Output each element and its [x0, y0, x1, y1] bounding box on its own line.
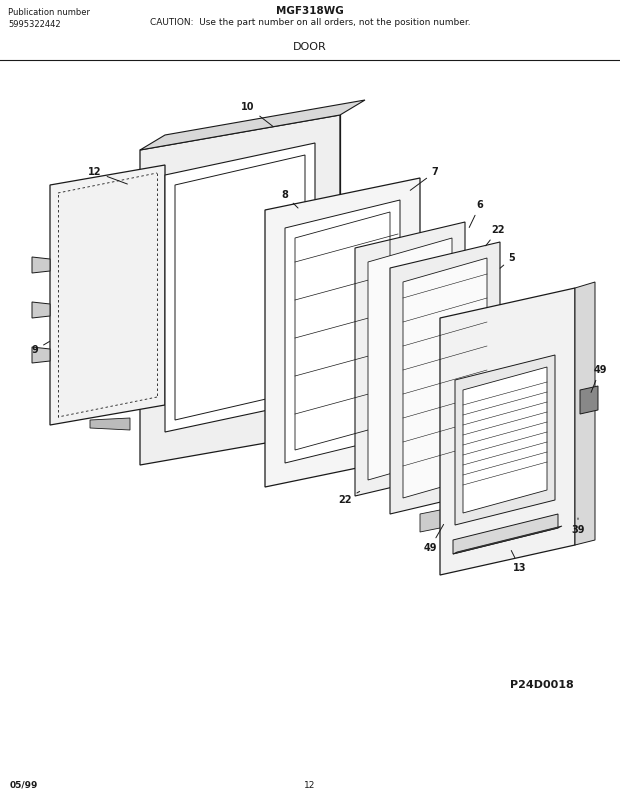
Text: MGF318WG: MGF318WG: [276, 6, 344, 16]
Polygon shape: [453, 514, 558, 554]
Polygon shape: [140, 100, 365, 150]
Text: 05/99: 05/99: [10, 781, 38, 790]
Polygon shape: [455, 355, 555, 525]
Polygon shape: [575, 282, 595, 545]
Text: 5: 5: [500, 253, 515, 268]
Text: DOOR: DOOR: [293, 42, 327, 52]
Text: 22: 22: [339, 492, 360, 505]
Polygon shape: [32, 302, 50, 318]
Polygon shape: [32, 257, 50, 273]
Polygon shape: [403, 258, 487, 498]
Text: 8: 8: [281, 190, 298, 208]
Text: 9: 9: [32, 342, 50, 355]
Text: 39: 39: [571, 518, 585, 535]
Polygon shape: [368, 238, 452, 480]
Text: 13: 13: [512, 550, 527, 573]
Polygon shape: [140, 115, 340, 150]
Text: 10: 10: [241, 102, 273, 127]
Polygon shape: [390, 242, 500, 514]
Text: CAUTION:  Use the part number on all orders, not the position number.: CAUTION: Use the part number on all orde…: [149, 18, 471, 27]
Polygon shape: [580, 386, 598, 414]
Text: P24D0018: P24D0018: [510, 680, 574, 690]
Text: 12: 12: [88, 167, 127, 184]
Polygon shape: [440, 288, 575, 575]
Text: 6: 6: [469, 200, 484, 227]
Polygon shape: [50, 165, 165, 425]
Polygon shape: [355, 222, 465, 496]
Polygon shape: [140, 115, 340, 465]
Polygon shape: [165, 143, 315, 432]
Polygon shape: [315, 274, 340, 301]
Text: 12: 12: [304, 781, 316, 790]
Text: 49: 49: [423, 525, 444, 553]
Polygon shape: [265, 178, 420, 487]
Text: 7: 7: [410, 167, 438, 190]
Text: 49: 49: [591, 365, 607, 393]
Polygon shape: [90, 418, 130, 430]
Polygon shape: [420, 506, 460, 532]
Polygon shape: [32, 347, 50, 363]
Text: Publication number: Publication number: [8, 8, 90, 17]
Polygon shape: [463, 367, 547, 513]
Text: 5995322442: 5995322442: [8, 20, 61, 29]
Polygon shape: [285, 200, 400, 463]
Text: 22: 22: [485, 225, 505, 246]
Polygon shape: [453, 526, 562, 554]
